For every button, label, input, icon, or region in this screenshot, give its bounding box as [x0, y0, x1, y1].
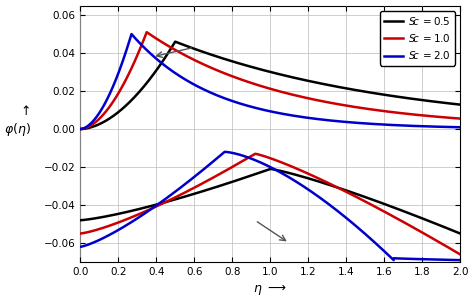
Legend: $S\!c\,=0.5$, $S\!c\,=1.0$, $S\!c\,=2.0$: $S\!c\,=0.5$, $S\!c\,=1.0$, $S\!c\,=2.0$ — [380, 11, 455, 65]
Y-axis label: $\uparrow$
$\varphi(\eta)$: $\uparrow$ $\varphi(\eta)$ — [4, 104, 31, 138]
X-axis label: $\eta\ \longrightarrow$: $\eta\ \longrightarrow$ — [253, 282, 287, 298]
